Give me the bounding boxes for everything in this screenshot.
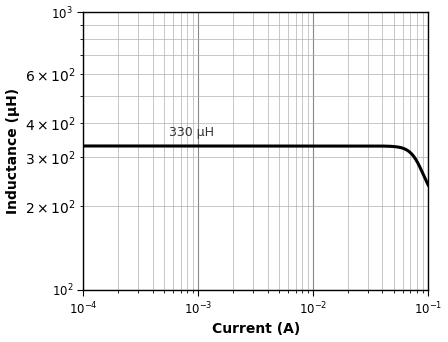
Text: 330 μH: 330 μH	[168, 126, 214, 139]
Y-axis label: Inductance (μH): Inductance (μH)	[5, 88, 20, 214]
X-axis label: Current (A): Current (A)	[212, 323, 300, 337]
